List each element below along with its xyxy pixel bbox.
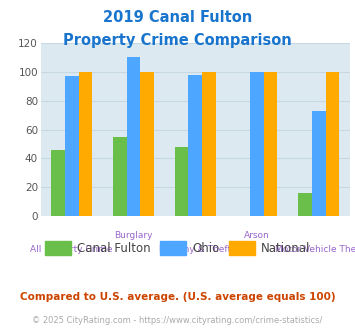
Bar bbox=[312, 111, 326, 216]
Bar bbox=[250, 72, 264, 216]
Bar bbox=[78, 72, 92, 216]
Bar bbox=[326, 72, 339, 216]
Bar bbox=[51, 150, 65, 216]
Text: Property Crime Comparison: Property Crime Comparison bbox=[63, 33, 292, 48]
Text: 2019 Canal Fulton: 2019 Canal Fulton bbox=[103, 10, 252, 25]
Bar bbox=[264, 72, 277, 216]
Text: Larceny & Theft: Larceny & Theft bbox=[159, 245, 231, 254]
Legend: Canal Fulton, Ohio, National: Canal Fulton, Ohio, National bbox=[40, 237, 315, 260]
Text: © 2025 CityRating.com - https://www.cityrating.com/crime-statistics/: © 2025 CityRating.com - https://www.city… bbox=[32, 316, 323, 325]
Bar bbox=[189, 75, 202, 216]
Bar bbox=[299, 193, 312, 216]
Bar bbox=[140, 72, 154, 216]
Text: Burglary: Burglary bbox=[114, 231, 153, 241]
Text: Compared to U.S. average. (U.S. average equals 100): Compared to U.S. average. (U.S. average … bbox=[20, 292, 335, 302]
Bar bbox=[202, 72, 215, 216]
Bar bbox=[65, 76, 78, 216]
Bar bbox=[175, 147, 189, 216]
Bar bbox=[113, 137, 127, 216]
Text: All Property Crime: All Property Crime bbox=[31, 245, 113, 254]
Text: Motor Vehicle Theft: Motor Vehicle Theft bbox=[275, 245, 355, 254]
Bar bbox=[127, 57, 140, 216]
Text: Arson: Arson bbox=[244, 231, 270, 241]
